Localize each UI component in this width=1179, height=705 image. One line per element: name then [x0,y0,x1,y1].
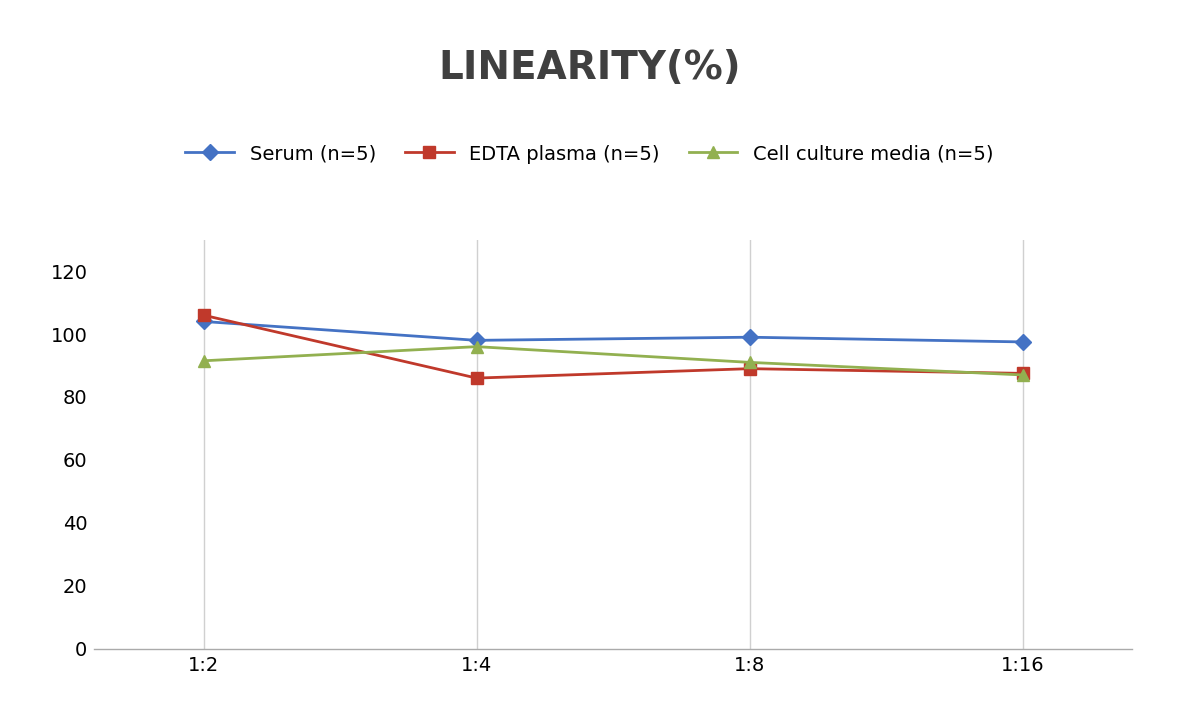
EDTA plasma (n=5) [197,311,211,319]
Line: Cell culture media (n=5): Cell culture media (n=5) [197,341,1029,381]
Serum (n=5) [469,336,483,345]
Line: Serum (n=5): Serum (n=5) [198,316,1028,348]
Line: EDTA plasma (n=5): EDTA plasma (n=5) [198,309,1028,384]
Cell culture media (n=5) [197,357,211,365]
Cell culture media (n=5) [469,343,483,351]
Legend: Serum (n=5), EDTA plasma (n=5), Cell culture media (n=5): Serum (n=5), EDTA plasma (n=5), Cell cul… [178,137,1001,171]
Text: LINEARITY(%): LINEARITY(%) [439,49,740,87]
EDTA plasma (n=5) [469,374,483,382]
Serum (n=5) [197,317,211,326]
Cell culture media (n=5) [743,358,757,367]
EDTA plasma (n=5) [743,364,757,373]
Serum (n=5) [1015,338,1029,346]
Serum (n=5) [743,333,757,341]
EDTA plasma (n=5) [1015,369,1029,378]
Cell culture media (n=5) [1015,371,1029,379]
